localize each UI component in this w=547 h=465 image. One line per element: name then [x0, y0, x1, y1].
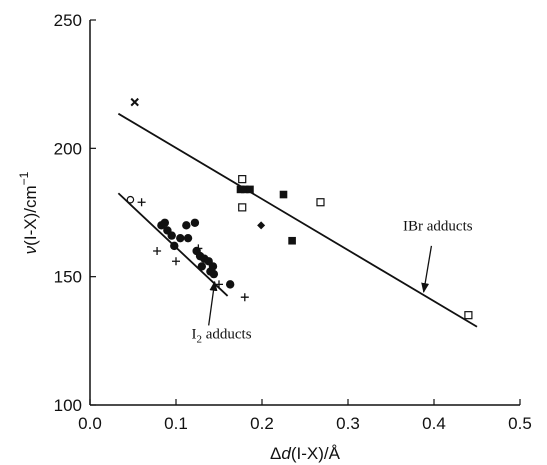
x-axis-title: Δd(I-X)/Å: [270, 444, 341, 463]
data-point-filled-diamond: [257, 221, 266, 230]
data-point-filled-square: [241, 185, 249, 194]
data-point-filled-circle: [183, 233, 193, 243]
x-axis-title-var: d: [281, 444, 291, 463]
y-axis-title-sup: −1: [17, 171, 31, 185]
data-point-filled-circle: [209, 269, 219, 279]
axes: [89, 20, 520, 406]
x-tick-label: 0.5: [508, 414, 532, 433]
data-point-filled-square: [236, 185, 245, 194]
data-point-filled-square: [288, 236, 296, 245]
data-point-plus: [215, 280, 223, 289]
y-tick-label: 100: [54, 396, 82, 415]
data-point-open-square: [238, 175, 247, 184]
data-point-plus: [194, 244, 203, 253]
data-point-plus: [172, 257, 180, 266]
x-tick-label: 0.3: [336, 414, 360, 433]
data-point-filled-square: [246, 185, 254, 194]
data-point-filled-square: [279, 190, 288, 199]
data-point-open-square: [464, 311, 473, 320]
annotation-label-i2: I2 adducts: [191, 326, 251, 345]
annotation-arrow-ibr: [421, 245, 433, 294]
data-point-filled-circle: [197, 262, 206, 271]
data-point-filled-circle: [176, 233, 185, 243]
annotation-label-ibr: IBr adducts: [403, 218, 473, 234]
data-point-filled-circle: [208, 262, 218, 271]
data-point-filled-circle: [160, 218, 170, 227]
annotations: IBr adducts I2 adducts: [191, 218, 472, 345]
y-axis-title: ν(I-X)/cm−1: [17, 171, 40, 254]
data-point-plus: [153, 247, 162, 255]
y-axis-title-var: ν: [21, 245, 40, 254]
x-ticks: 0.0 0.1 0.2 0.3 0.4 0.5: [78, 399, 532, 433]
data-point-filled-circle: [190, 218, 200, 227]
data-point-cross: [130, 97, 139, 107]
x-tick-label: 0.1: [164, 414, 188, 433]
annotation-arrow-i2: [208, 280, 218, 326]
x-tick-label: 0.0: [78, 414, 102, 433]
data-point-filled-circle: [170, 241, 179, 251]
fit-line-ibr: [117, 112, 478, 328]
y-ticks: 100 150 200 250: [54, 11, 96, 415]
data-point-filled-circle: [182, 221, 191, 230]
x-axis-title-rest: (I-X)/Å: [291, 444, 341, 463]
data-point-open-square: [238, 203, 247, 212]
x-tick-label: 0.2: [250, 414, 274, 433]
data-point-open-square: [316, 198, 325, 207]
x-tick-label: 0.4: [422, 414, 446, 433]
data-point-plus: [137, 198, 146, 207]
data-points: [126, 97, 473, 320]
y-tick-label: 150: [54, 268, 82, 287]
data-point-filled-circle: [167, 231, 176, 240]
y-axis-title-rest: (I-X)/cm: [21, 185, 40, 245]
y-tick-label: 250: [54, 11, 82, 30]
data-point-plus: [240, 293, 249, 302]
x-axis-title-prefix: Δ: [270, 444, 281, 463]
y-tick-label: 200: [54, 139, 82, 158]
data-point-filled-circle: [225, 280, 235, 289]
data-point-open-circle: [126, 195, 135, 204]
